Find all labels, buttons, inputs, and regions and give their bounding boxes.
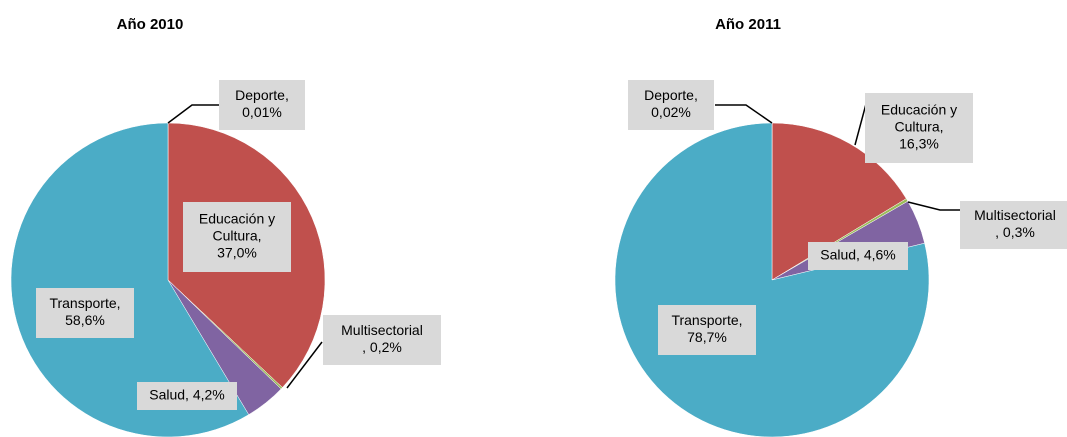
data-label: Educación y Cultura, 37,0% — [199, 211, 275, 261]
label-box — [219, 80, 305, 130]
label-box — [137, 382, 237, 410]
data-label: Transporte, 58,6% — [49, 295, 120, 328]
chart-title: Año 2011 — [715, 16, 781, 33]
chart-title: Año 2010 — [117, 16, 184, 33]
label-box — [808, 242, 908, 270]
data-label: Salud, 4,6% — [820, 247, 896, 263]
leader-line — [167, 104, 219, 124]
leader-line — [286, 341, 323, 389]
data-label: Salud, 4,2% — [149, 387, 225, 403]
data-label: Educación y Cultura, 16,3% — [881, 102, 957, 152]
label-box — [183, 202, 291, 272]
leader-line — [907, 201, 960, 211]
leader-line — [715, 104, 773, 124]
label-box — [323, 315, 441, 365]
data-label: Multisectorial, 0,2% — [341, 322, 423, 355]
label-box — [658, 305, 756, 355]
label-box — [865, 93, 973, 163]
label-box — [628, 80, 714, 130]
data-label: Deporte, 0,01% — [235, 87, 289, 120]
leader-line — [854, 103, 867, 146]
data-label: Transporte, 78,7% — [671, 312, 742, 345]
data-label: Multisectorial, 0,3% — [974, 207, 1056, 240]
label-box — [36, 288, 134, 338]
pie-slice — [614, 122, 930, 437]
data-label: Deporte, 0,02% — [644, 87, 698, 120]
label-box — [960, 201, 1067, 249]
